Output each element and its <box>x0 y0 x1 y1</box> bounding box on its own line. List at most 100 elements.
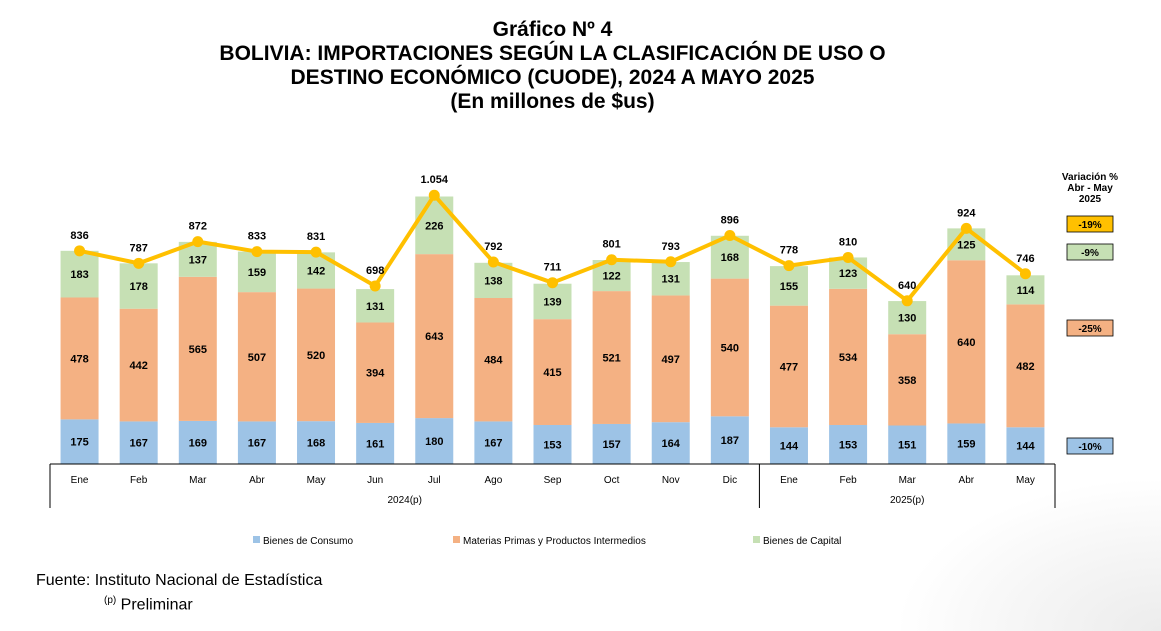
chart-number: Gráfico Nº 4 <box>492 18 613 41</box>
total-value-label: 698 <box>366 265 384 277</box>
total-value-label: 787 <box>129 242 147 254</box>
x-tick-label: Ene <box>780 475 798 486</box>
segment-value-label: 484 <box>484 355 503 367</box>
total-marker <box>901 295 913 307</box>
segment-value-label: 180 <box>425 436 443 448</box>
year-group-label: 2024(p) <box>387 495 421 506</box>
segment-value-label: 131 <box>366 301 384 313</box>
x-tick-label: Nov <box>662 475 680 486</box>
segment-value-label: 521 <box>602 353 620 365</box>
legend-swatch <box>453 536 460 543</box>
total-marker <box>783 260 795 272</box>
bar-segment <box>710 278 749 417</box>
segment-value-label: 164 <box>662 438 681 450</box>
segment-value-label: 478 <box>70 353 88 365</box>
segment-value-label: 358 <box>898 375 916 387</box>
preliminary-text: Preliminar <box>116 596 193 614</box>
bar-segment <box>60 250 99 298</box>
segment-value-label: 167 <box>484 438 502 450</box>
x-tick-label: Abr <box>959 475 975 486</box>
segment-value-label: 157 <box>602 439 620 451</box>
bar-segment <box>651 262 690 296</box>
legend-label: Bienes de Consumo <box>263 536 353 547</box>
bar-segment <box>474 421 513 464</box>
bar-segment <box>829 288 868 425</box>
total-value-label: 801 <box>602 239 620 251</box>
variation-badge <box>1066 243 1114 261</box>
x-tick-label: Abr <box>249 475 265 486</box>
x-tick-label: Sep <box>544 475 562 486</box>
total-marker <box>960 222 972 234</box>
total-marker <box>842 251 854 263</box>
total-marker <box>724 230 736 242</box>
bar-segment <box>592 423 631 464</box>
total-value-label: 793 <box>662 241 680 253</box>
total-value-label: 792 <box>484 241 502 253</box>
total-value-label: 711 <box>544 262 562 274</box>
segment-value-label: 507 <box>248 352 266 364</box>
segment-value-label: 144 <box>1016 441 1035 453</box>
total-marker <box>428 189 440 201</box>
bar-segment <box>592 291 631 424</box>
total-value-label: 778 <box>780 245 798 257</box>
bar-segment <box>533 283 572 320</box>
segment-value-label: 226 <box>425 220 443 232</box>
bar-segment <box>888 301 927 335</box>
segment-value-label: 139 <box>543 296 561 308</box>
bar-segment <box>829 424 868 464</box>
bar-segment <box>1006 427 1045 464</box>
variation-value: -19% <box>1078 220 1101 231</box>
background-decoration <box>901 481 1161 631</box>
bar-segment <box>60 419 99 464</box>
variation-header: Variación % <box>1062 172 1118 183</box>
segment-value-label: 122 <box>602 271 620 283</box>
legend-label: Bienes de Capital <box>763 536 841 547</box>
segment-value-label: 168 <box>721 252 739 264</box>
bar-segment <box>237 421 276 464</box>
segment-value-label: 187 <box>721 435 739 447</box>
segment-value-label: 123 <box>839 268 857 280</box>
segment-value-label: 520 <box>307 350 325 362</box>
total-value-label: 896 <box>721 215 739 227</box>
bar-segment <box>119 263 158 309</box>
segment-value-label: 151 <box>898 440 916 452</box>
segment-value-label: 125 <box>957 239 975 251</box>
segment-value-label: 167 <box>248 438 266 450</box>
bar-segment <box>356 289 395 323</box>
bar-segment <box>651 422 690 464</box>
variation-badge <box>1066 319 1114 337</box>
segment-value-label: 159 <box>248 267 266 279</box>
total-value-label: 833 <box>248 231 266 243</box>
bar-segment <box>297 288 336 422</box>
x-tick-label: Ene <box>71 475 89 486</box>
segment-value-label: 131 <box>662 274 680 286</box>
x-tick-label: Feb <box>839 475 857 486</box>
variation-value: -10% <box>1078 442 1101 453</box>
segment-value-label: 565 <box>189 344 207 356</box>
bar-segment <box>60 297 99 420</box>
bar-segment <box>769 266 808 306</box>
bar-segment <box>769 427 808 464</box>
x-tick-label: Jun <box>367 475 383 486</box>
total-marker <box>310 246 322 258</box>
segment-value-label: 477 <box>780 361 798 373</box>
segment-value-label: 161 <box>366 438 384 450</box>
legend-swatch <box>753 536 760 543</box>
segment-value-label: 534 <box>839 352 858 364</box>
segment-value-label: 497 <box>662 354 680 366</box>
bar-segment <box>888 334 927 426</box>
variation-value: -25% <box>1078 324 1101 335</box>
segment-value-label: 394 <box>366 368 385 380</box>
segment-value-label: 442 <box>129 360 147 372</box>
chart-title-block: Gráfico Nº 4 BOLIVIA: IMPORTACIONES SEGÚ… <box>0 18 1105 114</box>
segment-value-label: 159 <box>957 439 975 451</box>
total-marker <box>133 257 145 269</box>
segment-value-label: 643 <box>425 331 443 343</box>
legend-swatch <box>253 536 260 543</box>
year-group-label: 2025(p) <box>890 495 924 506</box>
segment-value-label: 137 <box>189 254 207 266</box>
total-marker <box>665 256 677 268</box>
total-marker <box>251 246 263 258</box>
total-marker <box>487 256 499 268</box>
variation-value: -9% <box>1081 248 1099 259</box>
